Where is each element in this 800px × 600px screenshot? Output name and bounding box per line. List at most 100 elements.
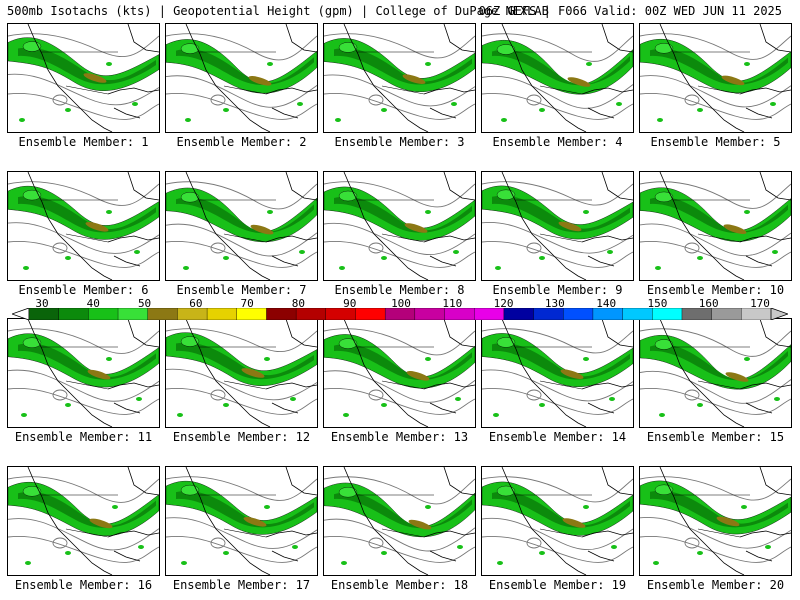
jet-core-isotach — [176, 48, 314, 85]
isotach-patch — [132, 102, 138, 106]
ensemble-member-label: Ensemble Member: 10 — [646, 283, 785, 297]
colorbar-swatch — [652, 308, 683, 320]
height-contour — [166, 240, 317, 268]
jet-max-isotach — [87, 369, 111, 380]
upper-low-isotach — [338, 42, 358, 53]
colorbar-swatch — [533, 308, 564, 320]
isotach-patch — [425, 357, 431, 361]
colorbar-swatch — [592, 308, 624, 320]
ensemble-member-map — [323, 466, 476, 576]
jet-max-isotach — [725, 372, 749, 382]
isotach-patch — [183, 266, 189, 270]
colorbar-tick-label: 50 — [137, 297, 152, 310]
height-contour — [526, 242, 542, 254]
map-graphic — [166, 467, 317, 575]
ensemble-member-label: Ensemble Member: 9 — [492, 283, 623, 297]
ensemble-member-map — [7, 23, 160, 133]
ensemble-member-map — [481, 23, 634, 133]
ensemble-member-map — [639, 171, 792, 281]
coastline — [27, 467, 159, 575]
jet-core-isotach — [334, 196, 472, 233]
coastline — [27, 172, 159, 280]
header-run-info: 06Z GEFS | F066 Valid: 00Z WED JUN 11 20… — [478, 4, 782, 18]
isotach-patch — [185, 118, 191, 122]
isotach-patch — [744, 210, 750, 214]
ensemble-member-map — [639, 466, 792, 576]
isotach-patch — [611, 545, 617, 549]
isotach-patch — [381, 403, 387, 407]
colorbar-swatch — [117, 308, 149, 320]
height-contour — [482, 369, 633, 402]
ensemble-member-label: Ensemble Member: 8 — [334, 283, 465, 297]
colorbar-swatch — [266, 308, 297, 320]
jet-core-isotach — [176, 490, 314, 528]
coastline — [27, 319, 159, 427]
upper-low-isotach — [338, 338, 358, 349]
height-contour — [640, 370, 791, 404]
isotach-patch — [106, 62, 112, 66]
isotach-patch — [539, 403, 545, 407]
colorbar-swatch — [355, 308, 386, 320]
isotach-patch — [106, 357, 112, 361]
height-contour — [8, 33, 159, 58]
isotach-patch — [741, 505, 747, 509]
jet-core-isotach — [334, 492, 472, 529]
height-contour — [640, 223, 791, 257]
isotach-patch — [657, 118, 663, 122]
political-border — [199, 346, 276, 390]
jet-max-isotach — [562, 518, 586, 528]
ensemble-member-map — [481, 466, 634, 576]
colorbar-tick-label: 120 — [493, 297, 514, 310]
height-contour — [166, 328, 317, 353]
map-graphic — [166, 172, 317, 280]
isotach-patch — [290, 397, 296, 401]
isotach-patch — [451, 102, 457, 106]
height-contour — [526, 537, 542, 549]
ensemble-member-label: Ensemble Member: 3 — [334, 135, 465, 149]
jet-max-isotach — [402, 74, 426, 84]
coastline — [185, 319, 317, 427]
isotach-patch — [267, 62, 273, 66]
upper-low-isotach — [22, 486, 42, 497]
colorbar-swatch — [681, 308, 713, 320]
political-border — [673, 51, 750, 95]
height-contour — [640, 535, 791, 563]
height-contour — [8, 387, 159, 415]
ensemble-member-label: Ensemble Member: 6 — [18, 283, 149, 297]
jet-max-isotach — [89, 518, 113, 529]
ensemble-member-map — [481, 171, 634, 281]
jet-core-isotach — [334, 343, 472, 380]
isotach-patch — [497, 561, 503, 565]
ensemble-member-label: Ensemble Member: 14 — [488, 430, 627, 444]
upper-low-isotach — [654, 484, 674, 495]
jet-max-isotach — [716, 516, 740, 527]
political-border — [357, 346, 434, 390]
height-contour — [368, 389, 384, 401]
political-border — [199, 494, 276, 538]
colorbar-tick-label: 140 — [596, 297, 617, 310]
isotach-patch — [425, 62, 431, 66]
jet-core-isotach — [650, 490, 788, 528]
colorbar-tick-label: 60 — [189, 297, 203, 310]
ensemble-member-label: Ensemble Member: 17 — [172, 578, 311, 592]
height-contour — [324, 370, 475, 403]
isotach-patch — [381, 551, 387, 555]
political-border — [673, 346, 750, 390]
colorbar-tick-label: 130 — [544, 297, 565, 310]
isotach-patch — [453, 250, 459, 254]
height-contour — [640, 328, 791, 357]
upper-low-isotach — [180, 43, 200, 54]
ensemble-member-map — [165, 23, 318, 133]
isotach-patch — [697, 108, 703, 112]
political-border — [515, 199, 592, 243]
colorbar-swatch — [236, 308, 268, 320]
height-contour — [368, 94, 384, 106]
jet-max-isotach — [721, 75, 745, 86]
colorbar-tick-label: 30 — [35, 297, 49, 310]
height-contour — [8, 535, 159, 563]
jet-core-isotach — [334, 48, 472, 85]
map-graphic — [640, 467, 791, 575]
coastline — [343, 172, 475, 280]
height-contour — [482, 535, 633, 563]
colorbar-swatch — [384, 308, 416, 320]
